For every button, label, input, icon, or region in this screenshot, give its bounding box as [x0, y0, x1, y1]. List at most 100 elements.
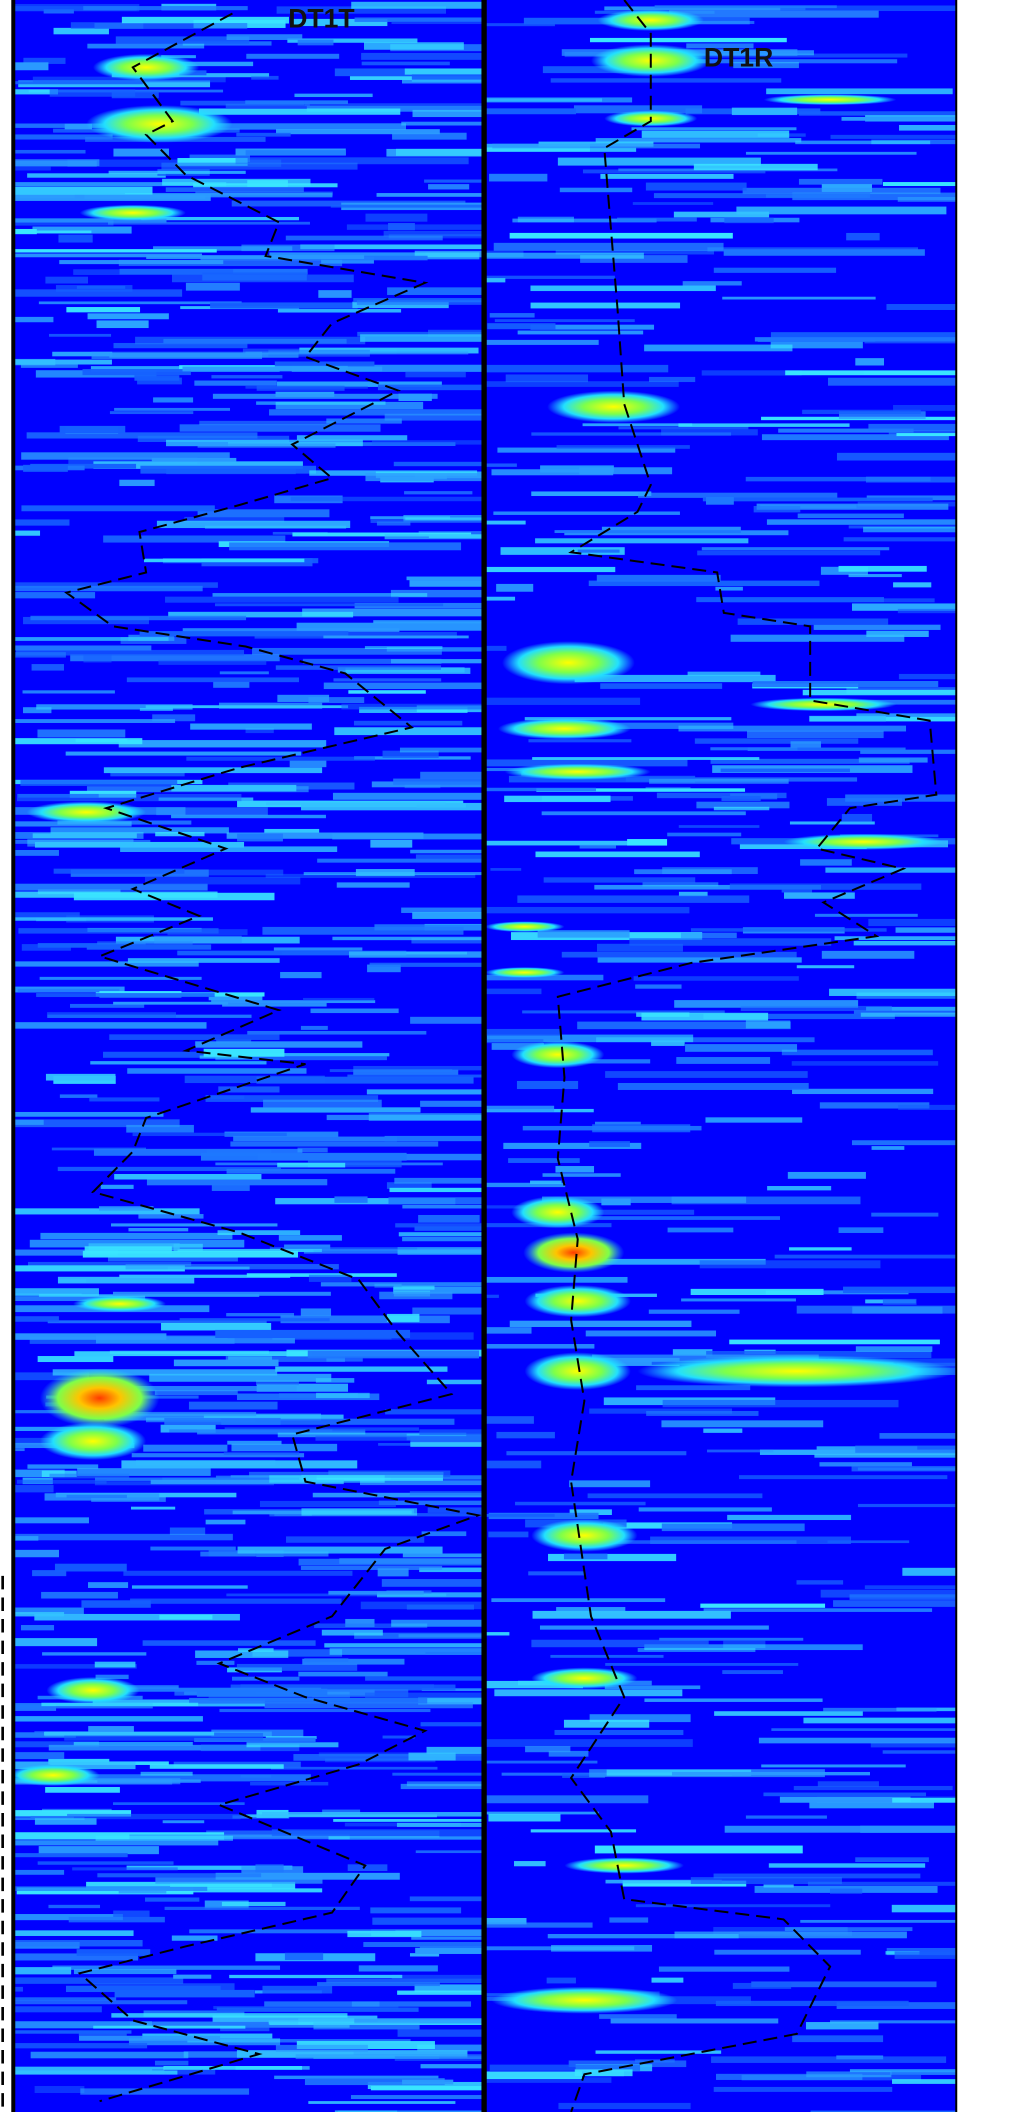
- texture-mark: [113, 1292, 331, 1296]
- texture-mark: [830, 1889, 862, 1894]
- texture-mark: [803, 1718, 959, 1724]
- texture-mark: [6, 1112, 164, 1117]
- texture-mark: [883, 182, 1020, 186]
- texture-mark: [362, 62, 450, 66]
- texture-mark: [722, 297, 875, 300]
- texture-mark: [226, 104, 310, 108]
- texture-mark: [724, 249, 925, 256]
- texture-mark: [41, 1703, 198, 1706]
- texture-mark: [247, 1031, 426, 1035]
- texture-mark: [525, 1746, 570, 1752]
- texture-mark: [59, 260, 223, 264]
- texture-mark: [0, 738, 142, 744]
- texture-mark: [638, 493, 837, 498]
- texture-mark: [697, 551, 880, 556]
- texture-mark: [52, 1966, 280, 1970]
- texture-mark: [67, 1495, 127, 1498]
- texture-mark: [895, 1951, 1020, 1959]
- texture-mark: [646, 183, 747, 191]
- texture-mark: [685, 1044, 797, 1052]
- texture-mark: [780, 1797, 911, 1803]
- texture-mark: [766, 88, 953, 94]
- texture-mark: [145, 877, 300, 885]
- texture-mark: [839, 566, 927, 572]
- texture-mark: [771, 332, 970, 338]
- texture-mark: [467, 1795, 648, 1803]
- texture-mark: [557, 445, 690, 449]
- texture-mark: [530, 1181, 562, 1184]
- texture-mark: [27, 1464, 98, 1468]
- texture-mark: [370, 1907, 461, 1913]
- texture-mark: [654, 193, 870, 198]
- texture-mark: [31, 2052, 189, 2059]
- texture-mark: [523, 1126, 702, 1130]
- texture-mark: [126, 1264, 339, 1269]
- texture-mark: [97, 320, 149, 328]
- texture-mark: [293, 1754, 508, 1761]
- texture-mark: [523, 1232, 624, 1272]
- texture-mark: [792, 1061, 938, 1066]
- texture-mark: [831, 135, 964, 139]
- texture-mark: [535, 852, 699, 858]
- texture-mark: [703, 498, 933, 502]
- texture-mark: [171, 815, 326, 818]
- texture-mark: [750, 698, 896, 711]
- texture-mark: [644, 345, 792, 352]
- texture-mark: [843, 1287, 1020, 1293]
- texture-mark: [564, 1857, 684, 1873]
- texture-mark: [13, 592, 95, 598]
- texture-mark: [45, 1787, 120, 1793]
- texture-mark: [387, 1314, 419, 1322]
- texture-mark: [303, 998, 374, 1001]
- texture-mark: [165, 1907, 360, 1910]
- texture-mark: [351, 2095, 498, 2099]
- texture-mark: [52, 1148, 146, 1151]
- texture-mark: [113, 149, 169, 157]
- texture-mark: [246, 150, 345, 155]
- texture-mark: [17, 794, 241, 801]
- texture-mark: [600, 174, 733, 179]
- texture-mark: [861, 1013, 1018, 1017]
- texture-mark: [35, 2086, 85, 2093]
- texture-mark: [83, 6, 247, 10]
- texture-mark: [837, 453, 1012, 461]
- texture-mark: [74, 1351, 311, 1356]
- texture-mark: [301, 1026, 328, 1030]
- texture-mark: [163, 1820, 205, 1823]
- texture-mark: [88, 313, 169, 319]
- texture-mark: [0, 1316, 59, 1322]
- texture-mark: [83, 369, 191, 375]
- texture-mark: [611, 2018, 779, 2023]
- texture-mark: [638, 1355, 957, 1387]
- texture-mark: [788, 1172, 866, 1179]
- texture-mark: [562, 952, 797, 958]
- texture-mark: [721, 769, 850, 773]
- texture-mark: [808, 1882, 1006, 1886]
- texture-mark: [241, 245, 334, 251]
- texture-mark: [255, 1864, 283, 1872]
- texture-mark: [48, 1905, 100, 1908]
- texture-mark: [634, 976, 799, 981]
- texture-mark: [39, 1846, 159, 1854]
- texture-mark: [833, 1600, 992, 1607]
- texture-mark: [829, 989, 965, 996]
- texture-mark: [237, 834, 283, 842]
- texture-mark: [428, 184, 469, 189]
- texture-mark: [642, 131, 789, 138]
- texture-mark: [0, 1612, 64, 1616]
- texture-mark: [328, 1591, 423, 1595]
- texture-mark: [506, 1451, 686, 1455]
- texture-mark: [111, 2013, 347, 2017]
- texture-mark: [842, 117, 979, 121]
- texture-mark: [855, 1446, 957, 1453]
- texture-mark: [182, 367, 382, 372]
- texture-mark: [83, 654, 111, 662]
- texture-mark: [0, 2000, 187, 2004]
- texture-mark: [681, 1298, 796, 1301]
- texture-mark: [679, 825, 760, 828]
- texture-mark: [278, 309, 401, 313]
- texture-mark: [727, 1515, 851, 1520]
- texture-mark: [86, 105, 232, 143]
- texture-mark: [66, 752, 302, 756]
- texture-mark: [828, 378, 1020, 386]
